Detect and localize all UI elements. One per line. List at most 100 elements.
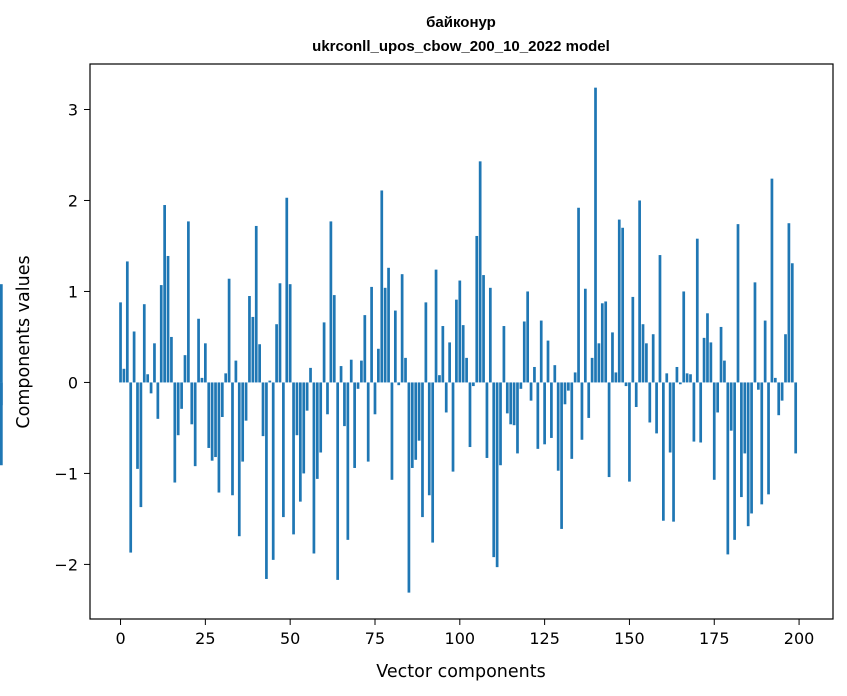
- bar: [119, 302, 122, 383]
- bar: [560, 382, 563, 529]
- bar: [597, 343, 601, 383]
- bar: [159, 285, 163, 383]
- bar: [784, 334, 787, 383]
- bar: [336, 382, 340, 580]
- bar: [193, 382, 197, 467]
- bar: [380, 190, 384, 383]
- bar: [207, 382, 211, 448]
- bar: [543, 382, 546, 445]
- bar: [712, 382, 716, 480]
- y-tick-label: 1: [68, 282, 78, 301]
- bar: [729, 382, 733, 431]
- bar: [220, 382, 224, 418]
- bar: [261, 382, 265, 437]
- bar: [617, 219, 621, 383]
- bar: [305, 382, 309, 411]
- bar: [265, 382, 268, 579]
- bar: [353, 382, 356, 468]
- bar: [485, 382, 489, 458]
- bar: [407, 382, 411, 593]
- bar: [526, 291, 530, 383]
- bar: [183, 355, 187, 383]
- bar: [397, 382, 401, 386]
- bar: [458, 280, 462, 383]
- bar: [0, 284, 3, 383]
- bar: [322, 322, 326, 383]
- x-tick-label: 200: [784, 629, 815, 648]
- bar: [482, 275, 485, 383]
- bar: [285, 197, 289, 383]
- bar: [478, 161, 482, 383]
- bar: [404, 357, 407, 383]
- bar: [329, 221, 333, 383]
- bar: [251, 316, 255, 383]
- x-tick-label: 25: [195, 629, 215, 648]
- bar: [370, 286, 373, 383]
- x-axis-ticks: 0 25 50 75 100 125 150 175 200: [115, 619, 814, 648]
- bar: [231, 382, 234, 496]
- bar: [424, 302, 428, 383]
- bar: [163, 205, 166, 383]
- bar: [780, 382, 784, 401]
- bar: [166, 255, 170, 383]
- bar: [0, 382, 3, 466]
- bar: [770, 178, 774, 383]
- bar: [621, 227, 625, 383]
- x-tick-label: 75: [365, 629, 385, 648]
- bar: [529, 382, 533, 401]
- bar: [438, 375, 441, 383]
- bar: [600, 303, 604, 383]
- bar: [533, 366, 536, 383]
- bar: [709, 342, 713, 383]
- bar: [512, 382, 516, 426]
- bar: [441, 326, 445, 383]
- bar: [777, 382, 781, 416]
- bar: [509, 382, 513, 425]
- bar: [275, 324, 278, 383]
- bar: [227, 278, 231, 383]
- bar: [176, 382, 180, 436]
- bar: [136, 382, 139, 469]
- x-tick-label: 100: [445, 629, 476, 648]
- bar: [244, 382, 248, 421]
- bar: [539, 320, 543, 383]
- bar: [723, 360, 726, 383]
- bar: [583, 288, 587, 383]
- bar: [173, 382, 177, 483]
- bar: [271, 382, 275, 560]
- bar: [580, 382, 584, 440]
- y-tick-label: 3: [68, 100, 78, 119]
- bar: [750, 382, 753, 514]
- bar: [377, 348, 380, 383]
- bar: [505, 382, 509, 414]
- x-tick-label: 125: [529, 629, 560, 648]
- bar: [611, 332, 614, 383]
- bar: [224, 373, 228, 383]
- x-tick-label: 0: [115, 629, 125, 648]
- bar: [651, 334, 655, 383]
- x-tick-label: 175: [699, 629, 730, 648]
- plot-frame: [89, 63, 834, 620]
- bar: [577, 207, 580, 383]
- y-axis-label: Components values: [14, 255, 34, 428]
- bar: [760, 382, 764, 505]
- bars-group: [0, 87, 798, 593]
- bar: [210, 382, 214, 461]
- x-tick-label: 150: [614, 629, 645, 648]
- bar: [346, 382, 350, 540]
- bar: [465, 357, 468, 383]
- bar: [339, 366, 343, 383]
- bar: [390, 382, 394, 480]
- chart-title: байконур: [426, 14, 496, 31]
- x-axis-label: Vector components: [376, 662, 545, 682]
- y-tick-label: 0: [68, 373, 78, 392]
- bar: [726, 382, 730, 555]
- bar: [590, 357, 594, 383]
- bar: [702, 337, 706, 383]
- bar: [309, 367, 312, 383]
- bar: [360, 360, 363, 383]
- bar: [288, 284, 292, 383]
- bar: [332, 295, 336, 383]
- bar: [522, 321, 526, 383]
- bar: [366, 382, 370, 462]
